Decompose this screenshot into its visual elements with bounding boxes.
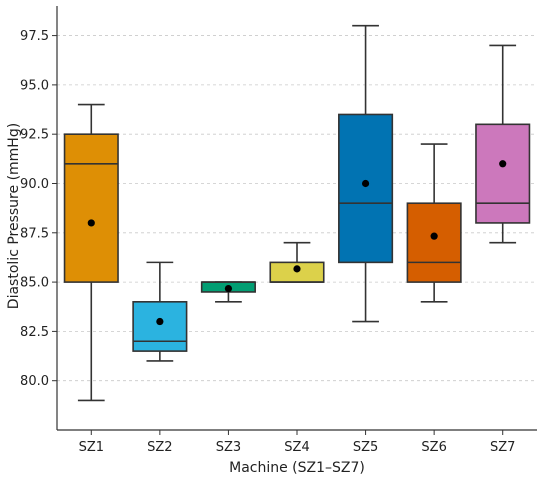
axis-layer: 80.0 82.5 85.0 87.5 90.0 92.5 95.0 97.5 SZ1 SZ2 SZ… [20,6,537,455]
mean-marker [293,265,301,273]
mean-marker [499,160,507,168]
mean-marker [224,285,233,293]
grid-layer [57,35,537,382]
mean-marker [361,179,370,188]
x-tick-label: SZ7 [490,440,515,455]
box-group [338,24,394,323]
x-tick-label: SZ3 [216,440,241,455]
box-group [200,281,256,303]
mean-marker [430,232,438,240]
x-tick-label: SZ5 [353,440,378,455]
box-iqr [475,123,531,224]
y-tick-label: 92.5 [20,128,49,143]
box-group [406,143,462,303]
x-tick-label: SZ4 [284,440,309,455]
x-tick-label: SZ6 [421,440,446,455]
y-tick-label: 87.5 [20,226,49,241]
box-group [63,103,119,402]
y-tick-label: 90.0 [20,177,49,192]
x-tick-label: SZ1 [79,440,104,455]
mean-marker [156,317,164,326]
y-tick-label: 85.0 [20,276,49,291]
y-axis-title: Diastolic Pressure (mmHg) [6,123,22,309]
box-iqr [338,113,394,264]
box-group [132,261,188,362]
y-tick-label: 82.5 [20,325,49,340]
box-iqr [63,133,119,283]
box-group [269,241,325,283]
box-group [475,44,531,244]
x-tick-label: SZ2 [147,440,172,455]
y-tick-label: 97.5 [20,29,49,44]
mean-marker [87,219,95,227]
y-tick-label: 80.0 [20,374,49,389]
box-iqr [132,301,188,352]
x-axis-title: Machine (SZ1–SZ7) [229,460,365,476]
y-tick-label: 95.0 [20,78,49,93]
box-iqr [406,202,462,283]
box-layer [63,24,531,402]
